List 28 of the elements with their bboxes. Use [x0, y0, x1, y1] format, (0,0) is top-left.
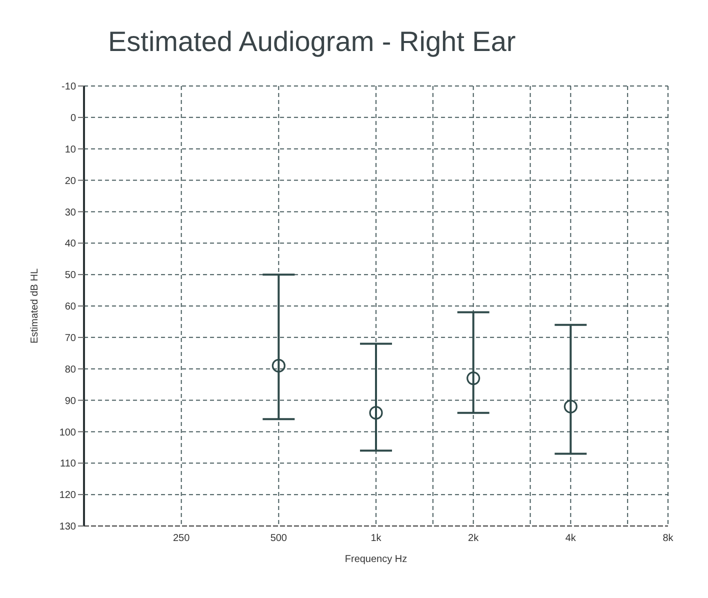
point — [466, 371, 480, 386]
x-tick-label: 4k — [565, 533, 577, 544]
point — [369, 406, 383, 420]
y-axis-title: Estimated dB HL — [30, 268, 41, 344]
y-tick-label: 130 — [59, 522, 76, 533]
y-tick-label: 40 — [64, 238, 76, 250]
y-tick-label: 80 — [64, 364, 76, 376]
y-tick-label: 100 — [59, 427, 76, 438]
y-tick-label: 90 — [64, 396, 76, 407]
chart-title: Estimated Audiogram - Right Ear — [107, 25, 517, 59]
x-axis-title: Frequency Hz — [344, 554, 408, 565]
y-tick-label: -10 — [62, 82, 76, 93]
y-tick-label: 60 — [64, 302, 76, 313]
y-tick-label: 20 — [64, 176, 76, 187]
y-tick-label: 70 — [64, 332, 76, 344]
x-tick-label: 500 — [270, 533, 288, 544]
point — [564, 400, 578, 414]
x-tick-label: 2k — [468, 533, 480, 544]
x-tick-label: 250 — [172, 533, 190, 544]
y-tick-label: 0 — [70, 112, 76, 124]
x-tick-label: 1k — [370, 533, 382, 544]
y-tick-label: 110 — [60, 458, 76, 470]
y-tick-label: 10 — [64, 144, 76, 156]
y-tick-label: 30 — [64, 207, 76, 218]
point — [272, 358, 286, 373]
y-tick-label: 50 — [64, 270, 76, 282]
y-tick-label: 120 — [59, 490, 76, 502]
x-tick-label: 8k — [662, 533, 674, 544]
